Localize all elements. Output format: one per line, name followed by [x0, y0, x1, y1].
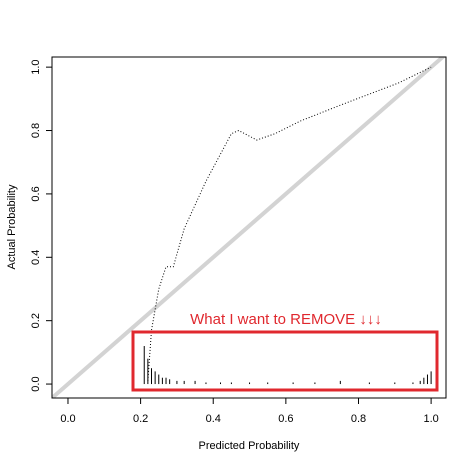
x-tick-label: 1.0 — [423, 413, 438, 425]
y-tick-label: 0.8 — [30, 123, 42, 138]
y-tick-label: 0.6 — [30, 186, 42, 201]
y-tick-label: 0.4 — [30, 250, 42, 265]
annotation-box — [131, 330, 439, 392]
y-tick-label: 1.0 — [30, 59, 42, 74]
reference-line — [52, 57, 446, 398]
y-tick-label: 0.0 — [30, 376, 42, 391]
plot-frame — [51, 56, 447, 399]
calibration-curve — [147, 66, 432, 381]
annotation: What I want to REMOVE ↓↓↓ — [190, 311, 382, 328]
x-axis-title: Predicted Probability — [199, 440, 300, 452]
x-tick-label: 0.2 — [133, 413, 148, 425]
x-tick-label: 0.4 — [206, 413, 221, 425]
y-axis-title: Actual Probability — [6, 184, 18, 269]
plot-area — [52, 57, 446, 398]
x-tick-label: 0.0 — [60, 413, 75, 425]
x-tick-label: 0.8 — [351, 413, 366, 425]
y-tick-label: 0.2 — [30, 313, 42, 328]
x-tick-label: 0.6 — [278, 413, 293, 425]
